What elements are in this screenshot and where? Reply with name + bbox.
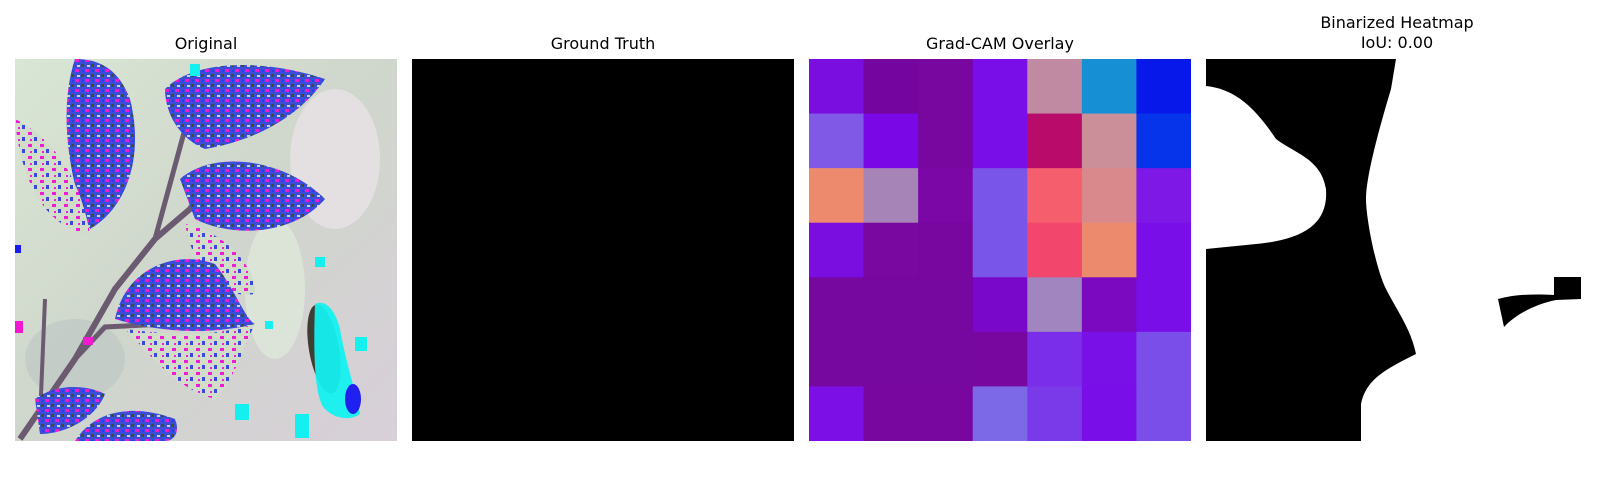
heatmap-cell (1136, 277, 1191, 333)
heatmap-cell (1027, 331, 1083, 387)
heatmap-cell (1027, 277, 1083, 333)
heatmap-cell (918, 168, 974, 224)
heatmap-cell (918, 59, 974, 115)
ground-truth-mask (412, 59, 794, 441)
heatmap-cell (972, 59, 1028, 115)
heatmap-cell (1081, 168, 1137, 224)
heatmap-cell (918, 222, 974, 278)
heatmap-cell (863, 59, 919, 115)
heatmap-cell (972, 331, 1028, 387)
original-image (15, 59, 397, 441)
heatmap-cell (1136, 386, 1191, 441)
heatmap-cell (972, 277, 1028, 333)
binarized-heatmap (1206, 59, 1588, 441)
gradcam-overlay (809, 59, 1191, 441)
heatmap-cell (863, 113, 919, 169)
heatmap-cell (1136, 59, 1191, 115)
heatmap-cell (1081, 222, 1137, 278)
heatmap-cell (863, 222, 919, 278)
heatmap-cell (809, 113, 865, 169)
heatmap-cell (809, 222, 865, 278)
heatmap-cell (1081, 386, 1137, 441)
heatmap-cell (1027, 113, 1083, 169)
heatmap-cell (809, 59, 865, 115)
heatmap-cell (1027, 386, 1083, 441)
heatmap-cell (918, 113, 974, 169)
heatmap-cell (1027, 59, 1083, 115)
heatmap-cell (863, 277, 919, 333)
heatmap-cell (1081, 331, 1137, 387)
heatmap-cell (918, 331, 974, 387)
ground-truth-title: Ground Truth (550, 34, 656, 53)
original-title: Original (174, 34, 238, 53)
heatmap-cell (1136, 168, 1191, 224)
heatmap-cell (863, 386, 919, 441)
heatmap-cell (1027, 222, 1083, 278)
heatmap-cell (863, 331, 919, 387)
heatmap-cell (918, 386, 974, 441)
heatmap-cell (972, 222, 1028, 278)
heatmap-cell (972, 113, 1028, 169)
heatmap-cell (1081, 277, 1137, 333)
heatmap-cell (863, 168, 919, 224)
heatmap-cell (1027, 168, 1083, 224)
heatmap-cell (918, 277, 974, 333)
heatmap-cell (1081, 113, 1137, 169)
heatmap-cell (1136, 222, 1191, 278)
heatmap-cell (1136, 331, 1191, 387)
binarized-title: Binarized Heatmap IoU: 0.00 (1320, 13, 1474, 52)
heatmap-cell (809, 386, 865, 441)
heatmap-cell (809, 331, 865, 387)
heatmap-cell (1081, 59, 1137, 115)
heatmap-cell (809, 168, 865, 224)
heatmap-cell (809, 277, 865, 333)
heatmap-cell (972, 168, 1028, 224)
gradcam-title: Grad-CAM Overlay (926, 34, 1074, 53)
heatmap-cell (972, 386, 1028, 441)
heatmap-cell (1136, 113, 1191, 169)
